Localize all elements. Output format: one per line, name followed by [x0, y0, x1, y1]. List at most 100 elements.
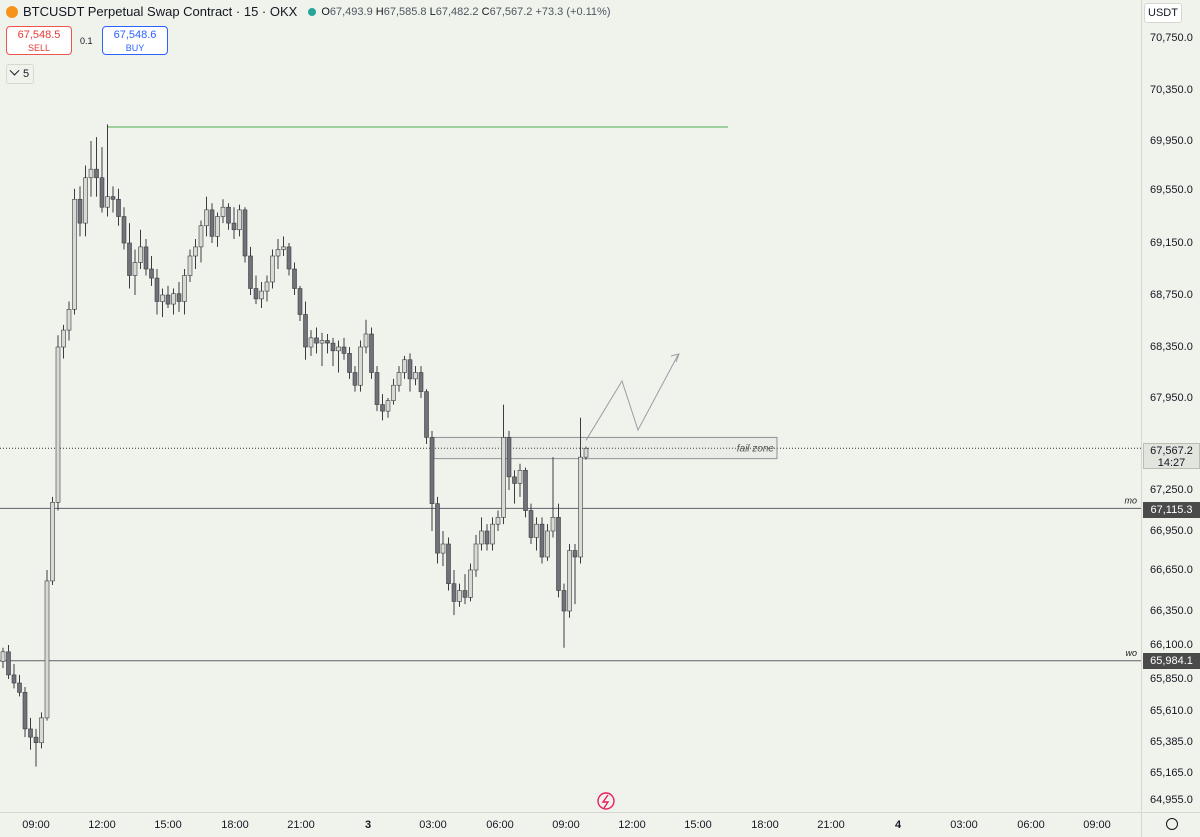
- lightning-icon-bolt: [601, 794, 610, 809]
- candle-body: [132, 262, 138, 276]
- candle-body: [451, 583, 457, 602]
- candle-body: [407, 359, 413, 380]
- time-tick: 09:00: [22, 819, 50, 831]
- indicators-count: 5: [23, 68, 30, 80]
- candle-body: [457, 590, 462, 602]
- candle-body: [231, 222, 237, 231]
- candle-body: [264, 281, 270, 292]
- candle-body: [413, 372, 418, 380]
- bitcoin-icon: [6, 5, 18, 18]
- candle-body: [319, 340, 325, 344]
- candle-body: [578, 456, 583, 558]
- chart-plot[interactable]: mo wo fail zone: [0, 0, 1141, 812]
- candle-body: [490, 523, 495, 545]
- candle-body: [209, 209, 215, 237]
- candle-body: [6, 651, 11, 676]
- ohlc-values: O67,493.9 H67,585.8 L67,482.2 C67,567.2 …: [321, 6, 610, 18]
- candle-body: [567, 550, 572, 612]
- symbol-title[interactable]: BTCUSDT Perpetual Swap Contract · 15 · O…: [23, 4, 298, 19]
- candle-body: [358, 346, 363, 386]
- price-tick: 68,350.0: [1150, 341, 1193, 353]
- close-label: C: [481, 5, 490, 18]
- candle-body: [336, 346, 341, 352]
- projection-path: [585, 354, 679, 441]
- price-tick: 65,385.0: [1150, 736, 1193, 748]
- low-value: 67,482.2: [435, 5, 479, 18]
- chart-header: BTCUSDT Perpetual Swap Contract · 15 · O…: [6, 4, 610, 19]
- candle-body: [226, 206, 231, 224]
- buy-price: 67,548.6: [113, 29, 157, 41]
- candle-body: [94, 168, 99, 179]
- time-tick: 21:00: [287, 819, 315, 831]
- candle-body: [193, 246, 198, 257]
- candle-body: [286, 246, 292, 270]
- candle-body: [550, 517, 556, 532]
- time-tick: 12:00: [88, 819, 116, 831]
- buy-button[interactable]: 67,548.6 BUY: [102, 26, 168, 55]
- low-label: L: [429, 5, 436, 18]
- candle-body: [352, 372, 358, 386]
- current-price-badge: 67,567.2 14:27: [1143, 443, 1200, 469]
- price-axis[interactable]: USDT 70,750.0 70,350.0 69,950.0 69,550.0 69,…: [1141, 0, 1200, 812]
- price-tick: 67,950.0: [1150, 392, 1193, 404]
- lightning-icon: [597, 792, 615, 810]
- candle-body: [121, 216, 127, 244]
- currency-selector[interactable]: USDT: [1144, 3, 1182, 23]
- candle-body: [281, 246, 286, 250]
- mo-label: mo: [1124, 495, 1137, 505]
- candle-body: [149, 268, 154, 279]
- candle-body: [22, 692, 28, 730]
- time-tick: 4: [894, 819, 902, 831]
- candle-body: [380, 404, 385, 412]
- candle-body: [308, 337, 314, 348]
- candle-body: [187, 255, 193, 276]
- price-tick: 65,610.0: [1150, 705, 1193, 717]
- high-label: H: [375, 5, 384, 18]
- sell-button[interactable]: 67,548.5 SELL: [6, 26, 72, 55]
- candle-body: [165, 294, 171, 305]
- candle-body: [292, 268, 297, 289]
- candle-body: [143, 246, 149, 270]
- candle-body: [539, 523, 545, 558]
- candle-body: [154, 277, 160, 302]
- candle-body: [83, 177, 88, 224]
- candle-body: [572, 550, 578, 558]
- sell-label: SELL: [27, 43, 51, 53]
- candle-body: [116, 198, 121, 217]
- candle-body: [462, 590, 468, 598]
- candle-body: [369, 333, 374, 373]
- candle-body: [99, 177, 105, 208]
- settings-icon[interactable]: [1166, 818, 1178, 830]
- candle-body: [479, 530, 484, 545]
- indicators-toggle[interactable]: 5: [6, 64, 35, 84]
- candle-body: [204, 209, 209, 227]
- candle-body: [182, 275, 187, 302]
- time-tick: 21:00: [817, 819, 845, 831]
- price-tick: 69,150.0: [1150, 237, 1193, 249]
- candle-body: [242, 209, 248, 257]
- candle-body: [220, 206, 226, 217]
- candle-body: [468, 569, 473, 598]
- time-axis[interactable]: 09:00 12:00 15:00 18:00 21:00 3 03:00 06:00 09:0…: [0, 812, 1141, 837]
- time-tick: 09:00: [1083, 819, 1111, 831]
- candle-body: [583, 448, 589, 458]
- candle-body: [275, 249, 281, 257]
- candle-body: [237, 209, 242, 231]
- time-tick: 06:00: [486, 819, 514, 831]
- buy-label: BUY: [125, 43, 145, 53]
- chart-area[interactable]: mo wo fail zone BTCUSDT Perpetual Swap Con…: [0, 0, 1141, 812]
- candle-body: [512, 476, 517, 484]
- price-tick: 67,250.0: [1150, 484, 1193, 496]
- time-tick: 12:00: [618, 819, 646, 831]
- chevron-down-icon: [9, 65, 20, 76]
- candle-body: [61, 329, 66, 348]
- candle-body: [391, 384, 396, 401]
- candle-body: [556, 517, 561, 591]
- order-quantity[interactable]: 0.1: [80, 36, 93, 46]
- candle-body: [528, 510, 534, 538]
- current-price-label: 67,567.2: [1150, 445, 1193, 457]
- price-tick: 66,350.0: [1150, 605, 1193, 617]
- change-value: +73.3 (+0.11%): [535, 5, 611, 18]
- chart-settings[interactable]: [1141, 812, 1200, 837]
- candle-body: [138, 246, 143, 263]
